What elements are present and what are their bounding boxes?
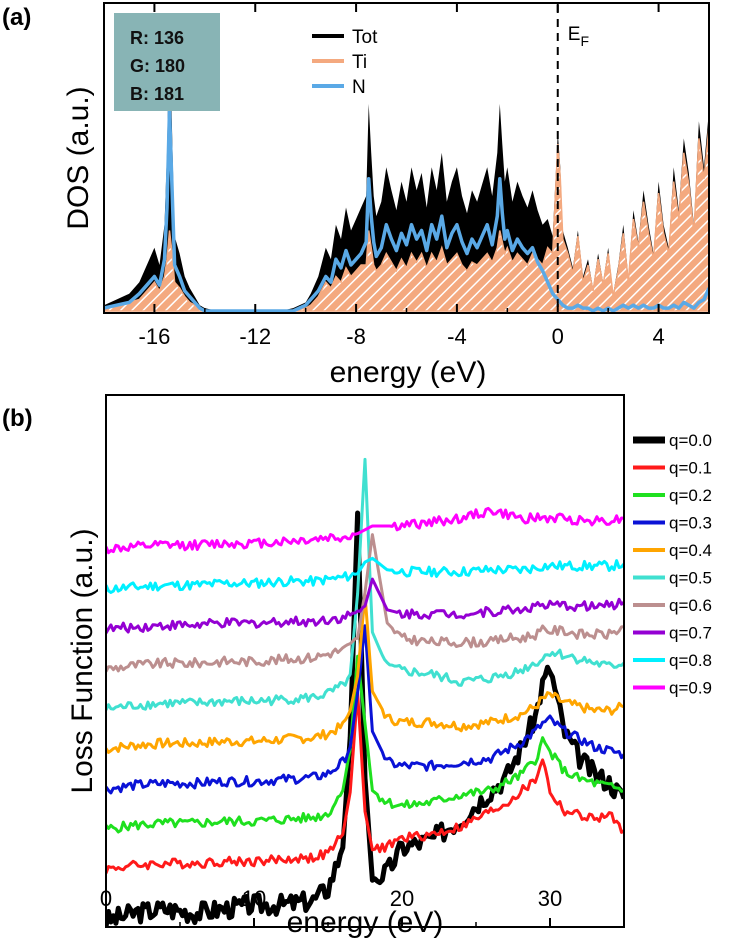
legend-label-q-0-8: q=0.8 <box>669 651 712 670</box>
legend-label-q-0-3: q=0.3 <box>669 514 712 533</box>
series-line-q-0-6 <box>106 533 624 673</box>
panel-b-x-tick-label: 30 <box>538 886 562 911</box>
legend-label-q-0-0: q=0.0 <box>669 431 712 450</box>
fermi-level-label: EF <box>568 24 589 49</box>
series-line-q-0-7 <box>106 577 624 634</box>
panel-a-x-tick-label: -8 <box>346 324 366 349</box>
panel-a-dos-chart: EF -16 -12 -8 -4 0 4 R: 136 G: 180 B: 181 Tot… <box>103 2 710 349</box>
panel-b-x-axis-title: energy (eV) <box>287 906 444 939</box>
color-swatch <box>114 13 220 111</box>
panel-a-legend: Tot Ti N <box>312 27 378 98</box>
panel-b-legend: q=0.0 q=0.1 q=0.2 q=0.3 q=0.4 q=0.5 q=0.6 q=0.7… <box>633 431 712 698</box>
color-r-value: R: 136 <box>130 28 184 48</box>
panel-a-x-tick-label: -4 <box>447 324 467 349</box>
panel-b-y-axis-title: Loss Function (a.u.) <box>66 528 99 793</box>
panel-b-x-tick-label: 10 <box>242 886 266 911</box>
series-line-q-0-2 <box>106 654 624 834</box>
panel-b-label: (b) <box>2 405 33 432</box>
panel-a-x-tick-label: -12 <box>239 324 271 349</box>
panel-b-loss-function-chart: 0 10 20 30 q=0.0q=0.1q=0.2q=0.3q=0.4q=0.5q=… <box>100 394 712 928</box>
panel-a-x-tick-label: 4 <box>652 324 664 349</box>
panel-a-x-tick-label: -16 <box>139 324 171 349</box>
color-b-value: B: 181 <box>130 84 184 104</box>
color-g-value: G: 180 <box>130 56 185 76</box>
legend-label-q-0-4: q=0.4 <box>669 541 712 560</box>
panel-b-frame <box>105 394 625 928</box>
legend-label-q-0-9: q=0.9 <box>669 679 712 698</box>
legend-label-n: N <box>352 77 366 98</box>
legend-label-q-0-6: q=0.6 <box>669 596 712 615</box>
series-line-q-0-5 <box>106 457 624 711</box>
series-line-q-0-9 <box>106 506 624 555</box>
color-annotation-box: R: 136 G: 180 B: 181 <box>114 13 220 111</box>
series-line-q-0-3 <box>106 624 624 795</box>
series-n-line <box>104 107 709 313</box>
legend-label-q-0-5: q=0.5 <box>669 569 712 588</box>
panel-a-label: (a) <box>2 4 31 31</box>
legend-label-tot: Tot <box>352 27 378 48</box>
series-line-q-0-1 <box>106 690 624 874</box>
legend-label-q-0-1: q=0.1 <box>669 459 712 478</box>
panel-a-x-tick-label: 0 <box>552 324 564 349</box>
legend-label-q-0-2: q=0.2 <box>669 486 712 505</box>
series-line-q-0-8 <box>106 556 624 594</box>
panel-a-x-axis-title: energy (eV) <box>330 356 487 389</box>
legend-label-q-0-7: q=0.7 <box>669 624 712 643</box>
panel-b-x-tick-label: 0 <box>100 886 112 911</box>
panel-b-x-tick-label: 20 <box>390 886 414 911</box>
legend-label-ti: Ti <box>352 52 367 73</box>
panel-a-y-axis-title: DOS (a.u.) <box>62 86 95 229</box>
